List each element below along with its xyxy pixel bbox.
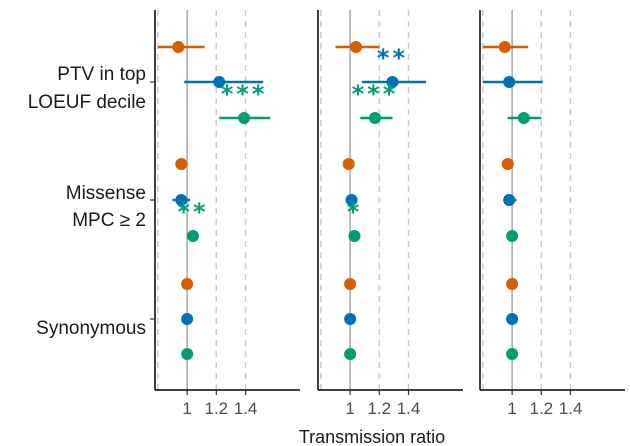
panel-1: 1 1.2 1.4*****	[150, 10, 300, 418]
x-tick-label: 1.2	[529, 399, 553, 418]
estimate-point	[348, 230, 361, 242]
x-tick-label: 1	[182, 399, 191, 418]
estimate-point	[349, 41, 362, 53]
estimate-point	[344, 348, 357, 360]
estimate-point	[368, 112, 381, 124]
estimate-point	[345, 194, 358, 206]
estimate-point	[181, 313, 194, 325]
estimate-point	[181, 348, 194, 360]
estimate-point	[506, 313, 519, 325]
estimate-point	[344, 313, 357, 325]
group-label: Missense	[66, 183, 146, 204]
x-tick-label: 1.2	[204, 399, 228, 418]
estimate-point	[344, 278, 357, 290]
estimate-point	[181, 278, 194, 290]
panels-layer: 1 1.2 1.4*****1 1.2 1.4******1 1.2 1.4	[150, 10, 625, 418]
estimate-point	[506, 278, 519, 290]
estimate-point	[503, 76, 516, 88]
significance-stars: *	[347, 198, 363, 226]
group-label: LOEUF decile	[28, 92, 146, 113]
estimate-point	[342, 158, 355, 170]
estimate-point	[238, 112, 251, 124]
estimate-point	[498, 41, 511, 53]
estimate-point	[213, 76, 226, 88]
estimate-point	[172, 41, 185, 53]
group-label: PTV in top	[57, 64, 146, 85]
x-tick-label: 1	[507, 399, 516, 418]
group-label: Synonymous	[36, 318, 146, 339]
x-axis-title: Transmission ratio	[299, 427, 445, 446]
significance-stars: **	[177, 198, 208, 226]
estimate-point	[386, 76, 399, 88]
estimate-point	[506, 348, 519, 360]
x-tick-label: 1.4	[397, 399, 421, 418]
x-tick-label: 1.4	[559, 399, 583, 418]
significance-stars: ***	[352, 80, 399, 108]
estimate-point	[175, 158, 188, 170]
estimate-point	[506, 230, 519, 242]
group-label: MPC ≥ 2	[72, 210, 146, 231]
x-tick-label: 1.4	[234, 399, 258, 418]
panel-3: 1 1.2 1.4	[479, 10, 625, 418]
estimate-point	[175, 194, 188, 206]
significance-stars: **	[377, 44, 408, 72]
significance-stars: ***	[221, 80, 268, 108]
estimate-point	[186, 230, 199, 242]
estimate-point	[517, 112, 530, 124]
estimate-point	[503, 194, 516, 206]
y-axis-labels: PTV in top LOEUF decile Missense MPC ≥ 2 Syn…	[28, 64, 146, 339]
x-tick-label: 1	[345, 399, 354, 418]
x-tick-label: 1.2	[367, 399, 391, 418]
panel-2: 1 1.2 1.4******	[317, 10, 463, 418]
estimate-point	[501, 158, 514, 170]
